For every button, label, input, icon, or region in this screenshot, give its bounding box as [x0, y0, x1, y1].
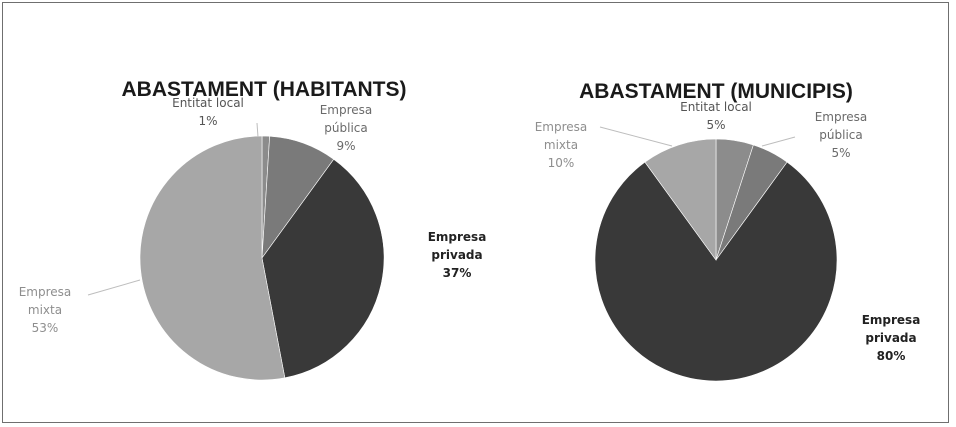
- chart-title: ABASTAMENT (HABITANTS): [121, 78, 406, 101]
- pie-slice-empresa-mixta: [644, 138, 717, 261]
- data-label-empresa-mixta: Empresa mixta 10%: [535, 120, 588, 170]
- leader-line-empresa-publica: [761, 136, 796, 147]
- pie-chart-2: ABASTAMENT (MUNICIPIS)Entitat local 5% Emp…: [535, 80, 921, 382]
- leader-line-empresa-mixta: [599, 126, 673, 147]
- data-label-empresa-privada: Empresa privada 80%: [862, 313, 921, 363]
- pie-slice-empresa-mixta: [139, 135, 286, 381]
- pie-chart-1: ABASTAMENT (HABITANTS)Entitat local 1% Emp…: [19, 78, 487, 381]
- chart-title: ABASTAMENT (MUNICIPIS): [579, 80, 853, 103]
- pie-slice-empresa-privada: [261, 158, 385, 379]
- figure-frame: [2, 2, 949, 423]
- data-label-empresa-mixta: Empresa mixta 53%: [19, 285, 72, 335]
- data-label-empresa-privada: Empresa privada 37%: [428, 230, 487, 280]
- leader-line-entitat-local: [256, 122, 259, 138]
- data-label-entitat-local: Entitat local 1%: [172, 96, 244, 128]
- data-label-empresa-publica: Empresa pública 5%: [815, 110, 868, 160]
- data-label-entitat-local: Entitat local 5%: [680, 100, 752, 132]
- pie-slice-empresa-privada: [594, 161, 838, 382]
- leader-line-empresa-mixta: [87, 279, 141, 296]
- data-label-empresa-publica: Empresa pública 9%: [320, 103, 373, 153]
